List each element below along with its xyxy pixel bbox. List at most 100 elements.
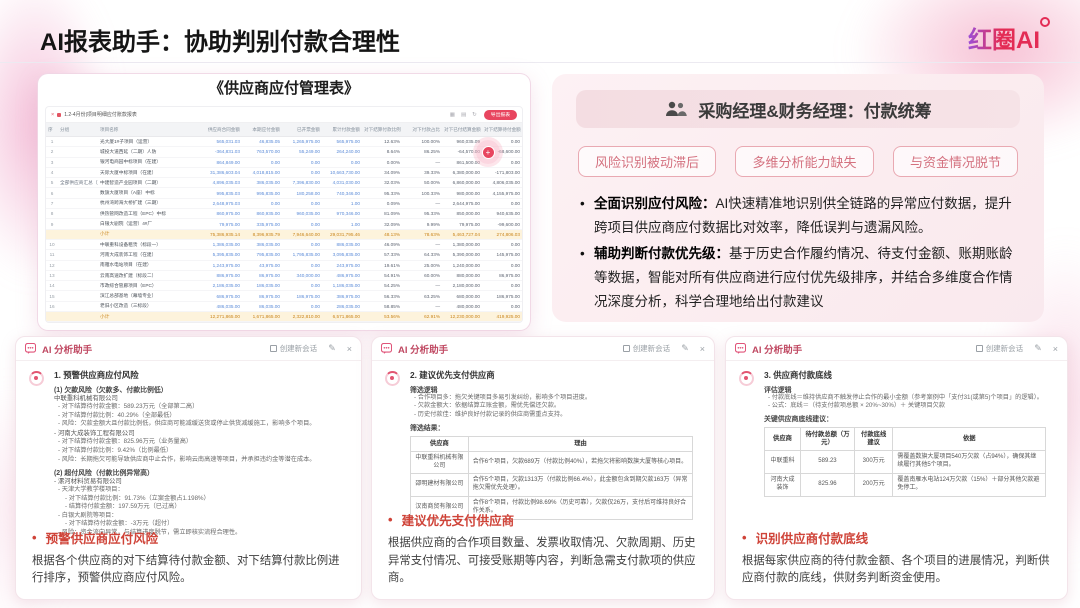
sheet-cell: 0.00 [310, 159, 320, 165]
sheet-row[interactable]: 小计 75,386,935.14 8,396,935.79 7,946,640.00 2… [46, 229, 522, 240]
analysis-lines: 2. 建议优先支付供应商 筛选逻辑 - 合作项目多：拖欠关键项目多易引发纠纷，影响多… [410, 369, 702, 432]
sheet-cell: 0.00 [310, 221, 320, 227]
analysis-line: - 风险：资金流向异常，与结算进度脱节，需立即核实流程合理性。 [58, 528, 242, 536]
sheet-cell: 12 [49, 262, 55, 268]
sheet-cell: 680,000.00 [456, 293, 480, 299]
edit-icon[interactable]: ✎ [328, 343, 336, 353]
sheet-column-header[interactable]: 本期应付金额 [252, 126, 280, 132]
sheet-row[interactable]: 4 天际大厦中标项目（在建） 31,386,603.04 4,018,815.00 0.… [46, 168, 522, 179]
sheet-row[interactable]: 合计87,658,800.1410,068,800.7910,269,450.0… [46, 322, 522, 323]
sheet-cell: 6 [50, 190, 54, 196]
sheet-row[interactable]: 5 全部供应商汇总（月）中建智造产业园项目（二期） 4,896,035.03 386,… [46, 178, 522, 189]
sheet-cell: 763,570.00 [256, 149, 280, 155]
sheet-row[interactable]: 11 河南大成装饰工程（在建） 5,395,835.00 795,835.00 1,79… [46, 250, 522, 261]
sheet-row[interactable]: 1 光大厦1#子项目（运营） 565,031.03 46,835.05 1,265,97… [46, 137, 522, 148]
chat-icon [381, 343, 392, 354]
bullet-dot-icon: • [388, 511, 393, 527]
sheet-cell: 19.61% [384, 262, 400, 268]
sheet-cell: 486,975.00 [336, 273, 360, 278]
sheet-column-header[interactable]: 对下付款占比 [412, 126, 440, 132]
sheet-row[interactable]: 9 白银大剧院（运营）4#厂 79,975.00 335,975.00 0.00 1.00… [46, 219, 522, 230]
sheet-cell: 340,000.00 [296, 273, 320, 278]
close-icon[interactable]: × [1052, 343, 1058, 354]
sheet-body: 1 光大厦1#子项目（运营） 565,031.03 46,835.05 1,265,97… [46, 137, 522, 323]
sheet-cell: 100.33% [421, 190, 440, 196]
sheet-cell: 50.00% [424, 180, 440, 186]
new-session-label: 创建新会话 [632, 344, 671, 353]
sheet-cell: 全部供应商汇总（月） [60, 179, 98, 185]
list-view-icon[interactable]: ▤ [460, 111, 467, 118]
ai-spinner-icon [739, 371, 754, 386]
ai-assistant-title: AI 分析助手 [752, 344, 803, 356]
sheet-row[interactable]: 13 云南高速改扩建（标段二） 886,975.00 86,975.00 340,000… [46, 271, 522, 282]
sheet-column-header[interactable]: 项目名称 [100, 126, 119, 132]
supplier-table-cell: 中联重科 [764, 450, 801, 475]
analysis-line: - 对下结算付款比例：91.73%（立案金额占1.198%） [65, 494, 210, 502]
refresh-icon[interactable]: ↻ [472, 111, 477, 118]
sheet-column-header[interactable]: 对下结算待付金额 [484, 126, 521, 132]
bullet-lead: 辅助判断付款优先级： [594, 246, 729, 262]
bullet-text: AI快速精准地识别供全链路的异常应付数据，提升跨项目供应商应付数据比对效率，降低… [594, 196, 1012, 236]
sheet-row[interactable]: 8 供热管网改造工程（EPC）中标 860,975.00 860,935.00 960,… [46, 209, 522, 220]
sheet-row[interactable]: 7 杭州湾跨海大桥扩建（三期） 2,648,975.03 0.00 0.00 1.00 0.… [46, 199, 522, 210]
new-session-label: 创建新会话 [985, 344, 1024, 353]
sheet-cell: 0.00 [310, 200, 320, 206]
sheet-row[interactable]: 小计 12,271,865.00 1,671,865.00 2,322,810.00 6… [46, 312, 522, 322]
summary-title-text: 识别供应商付款底线 [755, 531, 869, 546]
close-tab-icon[interactable]: × [51, 111, 55, 118]
sheet-cell: 0.00 [310, 283, 320, 289]
sheet-column-header[interactable]: 供应商合同金额 [207, 126, 240, 132]
edit-icon[interactable]: ✎ [1034, 343, 1042, 353]
sheet-row[interactable]: 15 滨江总部基地（幕墙专业） 686,975.00 86,975.00 186,975… [46, 291, 522, 302]
sheet-cell: 1.00 [350, 221, 360, 227]
sheet-row[interactable]: 16 老旧小区改造（三标段） 486,035.00 86,035.00 0.00 286,… [46, 302, 522, 313]
sheet-cell: 75,386,935.14 [210, 231, 240, 237]
sheet-row[interactable]: 14 市政综合管廊项目（EPC） 2,186,035.00 186,035.00 0.0… [46, 281, 522, 292]
sheet-cell: — [435, 159, 440, 165]
new-session-button[interactable]: 创建新会话 [622, 343, 671, 354]
analysis-line: - 风险：欠款金额大且付款比例低，供应商可能减缓送货或停止供货减缓施工，影响多个… [58, 420, 316, 428]
sheet-column-header[interactable]: 对下结算付款比例 [364, 126, 401, 132]
analysis-line: - 合作项目多：拖欠关键项目多易引发纠纷，影响多个项目进度。 [414, 393, 592, 401]
new-session-button[interactable]: 创建新会话 [269, 343, 317, 354]
sheet-row[interactable]: 2 城投大道西延（二期）人防 -364,831.03 763,570.00 55,249… [46, 147, 522, 158]
new-session-button[interactable]: 创建新会话 [975, 343, 1024, 354]
sheet-cell: 274,806.03 [496, 231, 520, 237]
sheet-tab-title[interactable]: 1.2-4月份|项目明细应付账款报表 [64, 112, 137, 118]
supplier-table-cell: 合作8个项目，付款比例98.69%（历史可靠），欠款仅26万，支付后可维持良好合… [467, 496, 694, 520]
summary-body: 根据供应商的合作项目数量、发票收取情况、欠款周期、历史异常支付情况、可接受账期等… [388, 536, 696, 585]
sheet-cell: 5 [50, 180, 54, 186]
sheet-cell: 4,155,975.00 [492, 190, 520, 196]
supplier-table-header: 理由 [467, 435, 694, 452]
sheet-row[interactable]: 10 中联重科设备租赁（标段一） 1,386,035.00 386,035.00 0.0… [46, 240, 522, 251]
sheet-cell: 419,925.00 [496, 314, 520, 320]
sheet-cell: 5,390,000.00 [452, 252, 480, 258]
sheet-row[interactable]: 3 银河电商园中标项目（在建） 864,849.00 0.00 0.00 0.00 0.00… [46, 158, 522, 168]
sheet-cell: 0.00 [310, 242, 320, 248]
sheet-cell: 100.00% [421, 139, 440, 145]
sheet-cell: 2,180,000.00 [452, 283, 480, 289]
sheet-cell: 0.00 [310, 262, 320, 268]
new-window-icon [269, 345, 277, 352]
sheet-column-header[interactable]: 累计付款金额 [332, 126, 360, 132]
sheet-column-header[interactable]: 序 [48, 126, 53, 132]
sheet-cell: 1.00 [350, 200, 360, 206]
sheet-cell: 0.00 [310, 303, 320, 309]
sheet-column-header[interactable]: 对下已付结算金额 [444, 126, 481, 132]
sheet-row[interactable]: 6 数旗大厦项目（A座）中标 995,835.03 995,835.00 180,258… [46, 188, 522, 199]
sheet-column-header[interactable]: 已开票金额 [297, 126, 320, 132]
sheet-cell: 4,018,815.00 [252, 170, 280, 176]
spreadsheet: × 1.2-4月份|项目明细应付账款报表 ▦ ▤ ↻ 导出报表 序 分组 项目名称 供… [45, 106, 523, 323]
sheet-cell: 186,975.00 [296, 293, 320, 299]
grid-view-icon[interactable]: ▦ [449, 111, 455, 118]
sheet-cell: 34.09% [384, 170, 400, 176]
sheet-cell: 79,975.00 [219, 221, 240, 227]
sheet-row[interactable]: 12 南雁水电站项目（在建） 1,243,975.00 43,975.00 0.00 24… [46, 261, 522, 271]
sheet-column-header[interactable]: 分组 [60, 126, 70, 132]
bullet-lead: 全面识别应付风险： [594, 196, 716, 211]
export-button[interactable]: 导出报表 [483, 109, 517, 120]
page-title: AI报表助手：协助判别付款合理性 [40, 29, 400, 56]
close-icon[interactable]: × [699, 343, 705, 354]
close-icon[interactable]: × [346, 343, 352, 354]
edit-icon[interactable]: ✎ [681, 343, 689, 353]
